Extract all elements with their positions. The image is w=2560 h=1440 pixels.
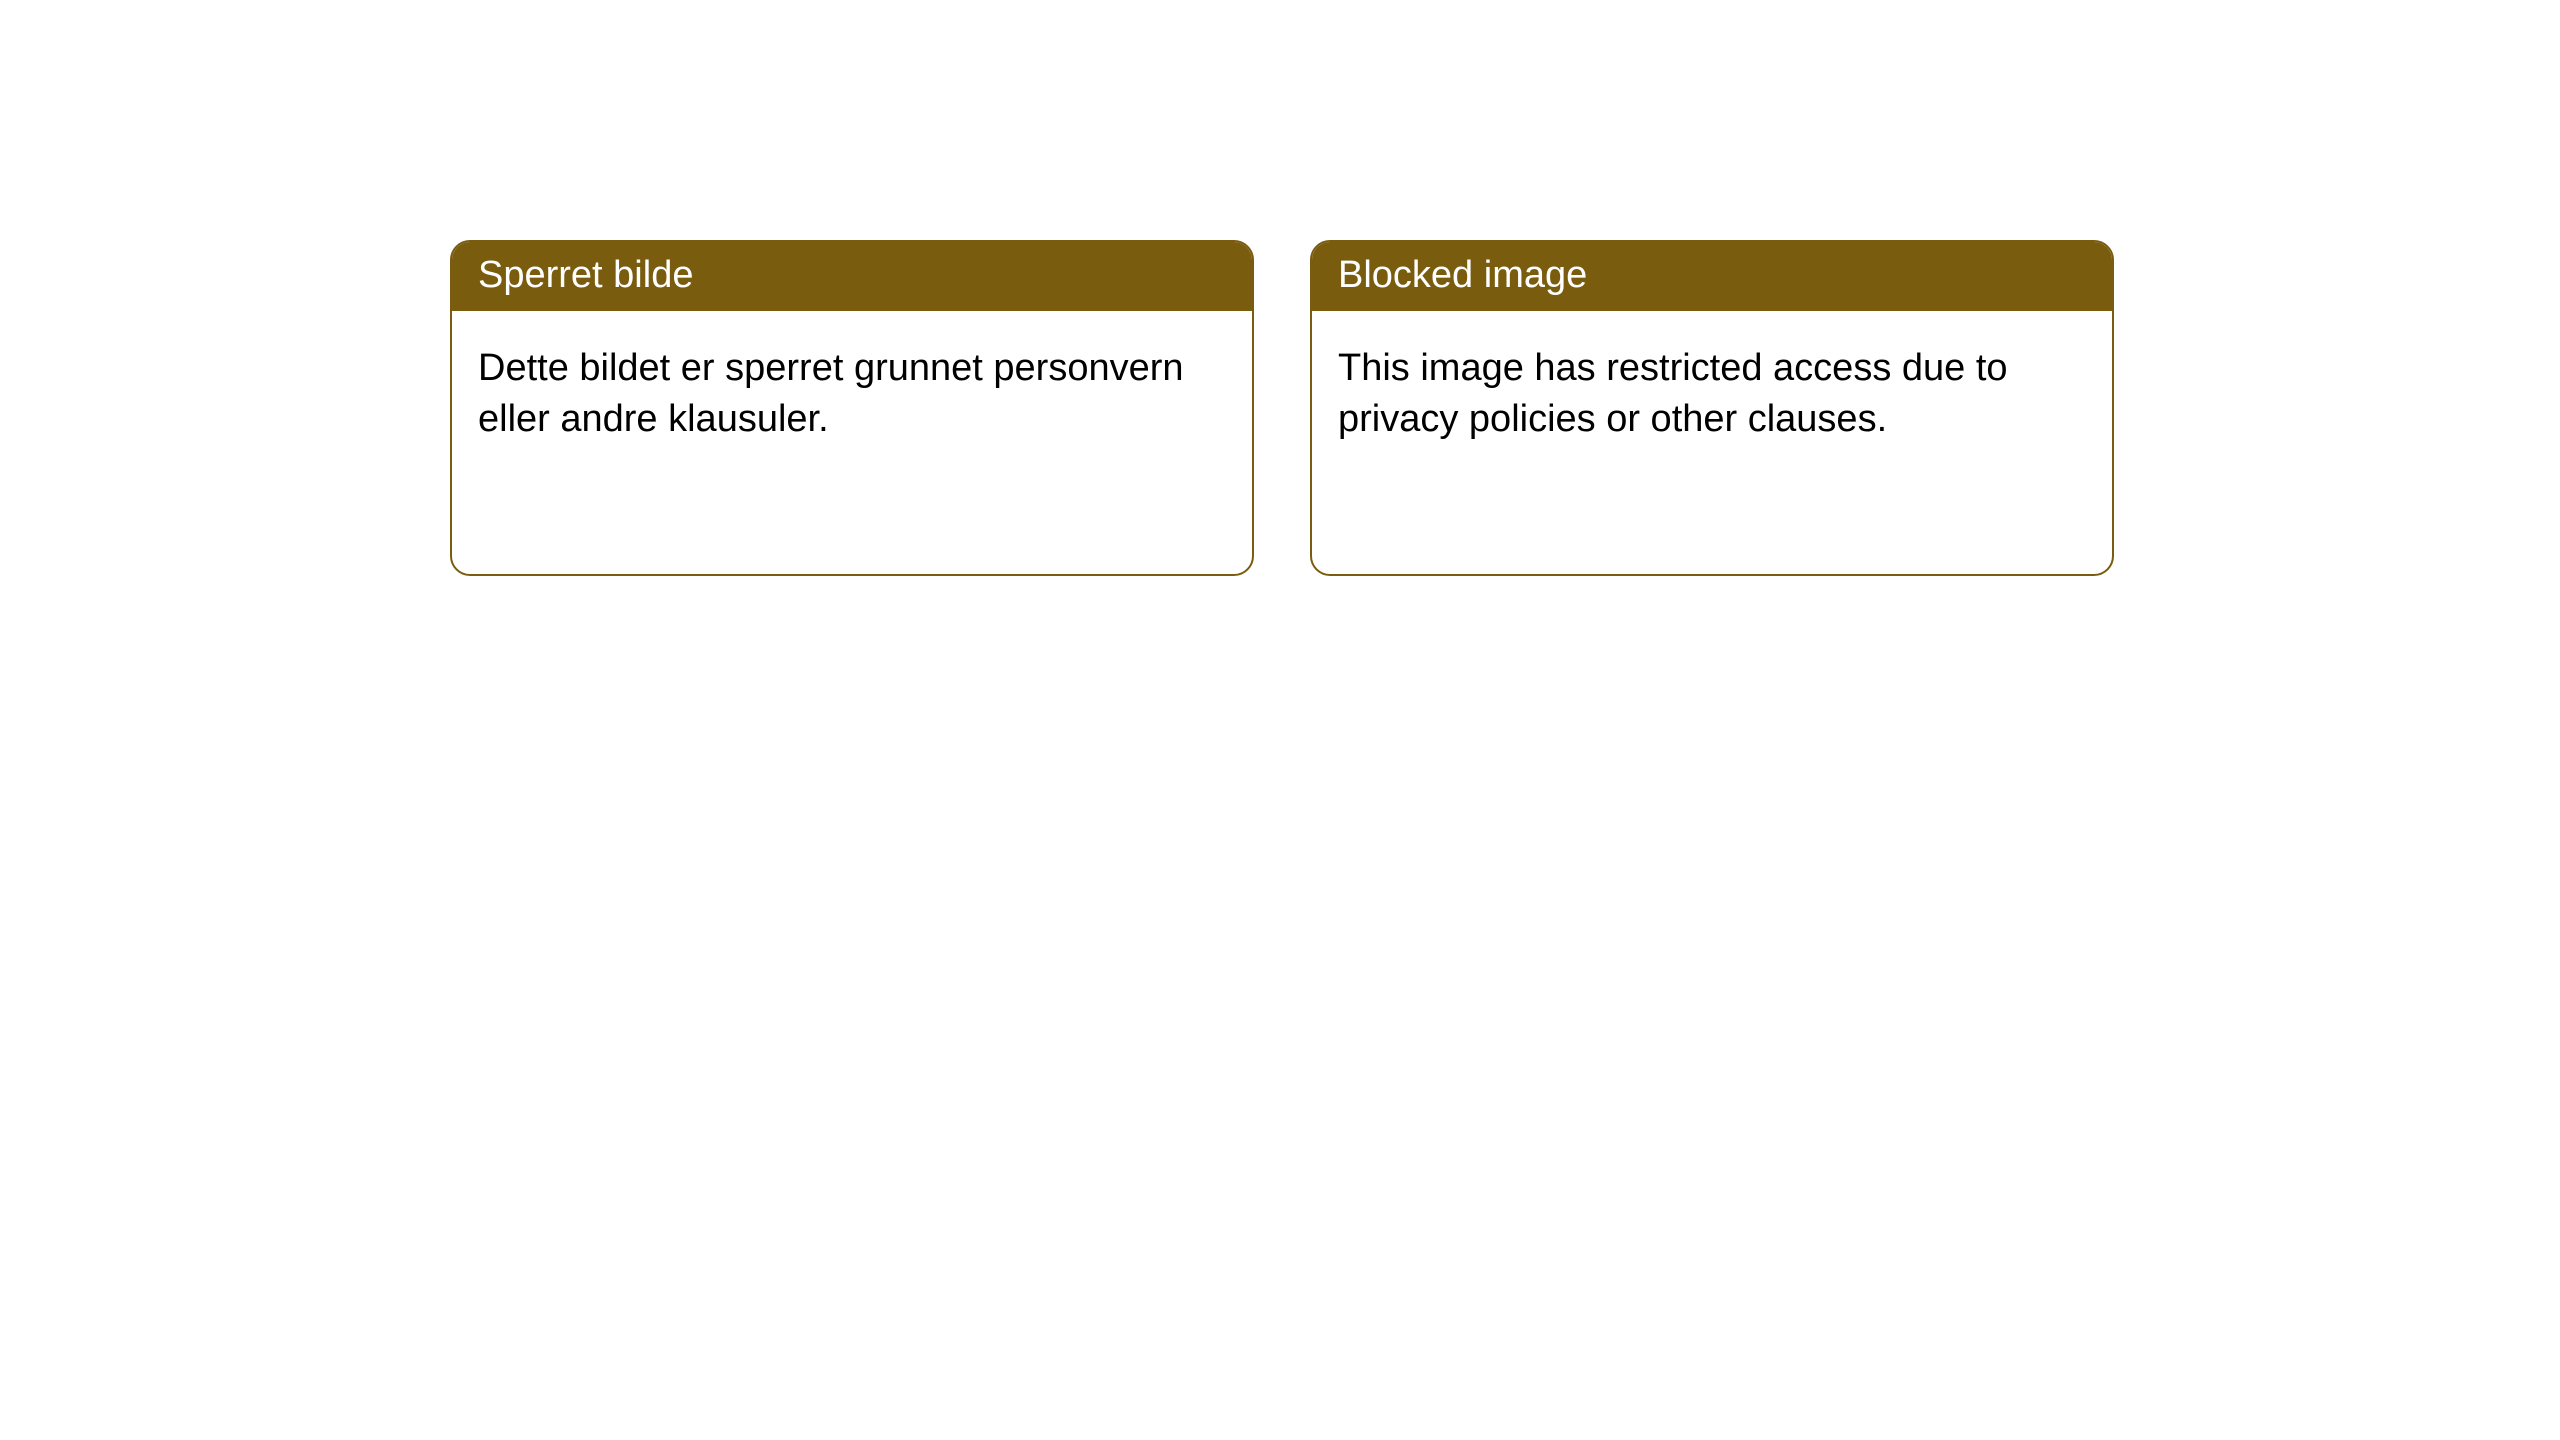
card-header-en: Blocked image	[1312, 242, 2112, 311]
blocked-image-card-no: Sperret bilde Dette bildet er sperret gr…	[450, 240, 1254, 576]
card-body-en: This image has restricted access due to …	[1312, 311, 2112, 478]
blocked-image-card-en: Blocked image This image has restricted …	[1310, 240, 2114, 576]
card-header-no: Sperret bilde	[452, 242, 1252, 311]
card-body-no: Dette bildet er sperret grunnet personve…	[452, 311, 1252, 478]
notice-container: Sperret bilde Dette bildet er sperret gr…	[0, 0, 2560, 576]
